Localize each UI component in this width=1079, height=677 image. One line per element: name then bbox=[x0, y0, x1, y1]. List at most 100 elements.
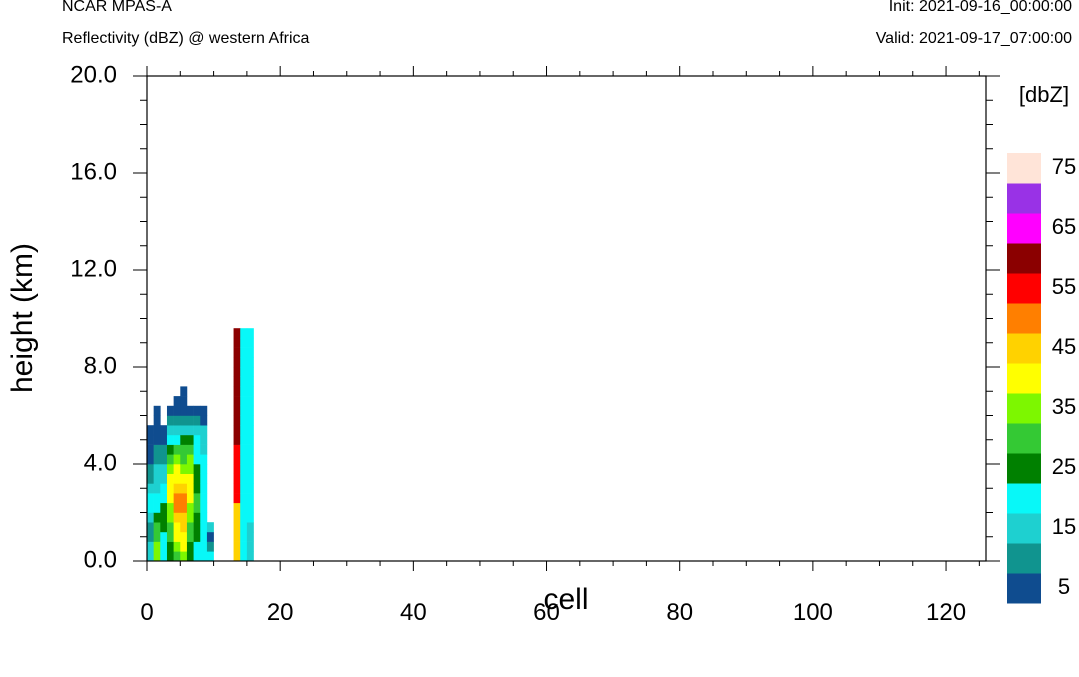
reflectivity-cell bbox=[160, 464, 168, 474]
reflectivity-cell bbox=[173, 415, 181, 426]
reflectivity-cell bbox=[193, 551, 201, 562]
reflectivity-cell bbox=[166, 444, 174, 455]
reflectivity-cell bbox=[246, 434, 254, 445]
colorbar-swatch bbox=[1007, 423, 1041, 454]
reflectivity-cell bbox=[240, 376, 248, 387]
reflectivity-cell bbox=[240, 347, 248, 358]
reflectivity-cell bbox=[147, 483, 154, 494]
reflectivity-cell bbox=[233, 464, 241, 474]
reflectivity-cell bbox=[160, 444, 168, 455]
reflectivity-cell bbox=[240, 328, 248, 339]
reflectivity-cell bbox=[246, 444, 254, 455]
reflectivity-cell bbox=[193, 405, 201, 416]
reflectivity-cell bbox=[153, 483, 161, 494]
reflectivity-cell bbox=[246, 376, 254, 387]
reflectivity-cell bbox=[186, 434, 194, 445]
reflectivity-cell bbox=[240, 454, 248, 465]
reflectivity-cell bbox=[166, 473, 174, 484]
colorbar bbox=[1007, 153, 1041, 604]
x-tick-label: 40 bbox=[400, 599, 427, 626]
reflectivity-cell bbox=[240, 425, 248, 436]
reflectivity-cell bbox=[246, 367, 254, 377]
reflectivity-cell bbox=[166, 464, 174, 474]
reflectivity-cell bbox=[147, 464, 154, 474]
reflectivity-cell bbox=[166, 454, 174, 465]
reflectivity-cell bbox=[147, 473, 154, 484]
reflectivity-cell bbox=[186, 444, 194, 455]
reflectivity-cell bbox=[186, 551, 194, 562]
colorbar-swatch bbox=[1007, 393, 1041, 424]
reflectivity-cell bbox=[166, 415, 174, 426]
reflectivity-cell bbox=[233, 415, 241, 426]
reflectivity-cell bbox=[193, 464, 201, 474]
reflectivity-cell bbox=[180, 415, 188, 426]
reflectivity-cell bbox=[206, 522, 214, 533]
reflectivity-cell bbox=[193, 454, 201, 465]
reflectivity-cell bbox=[186, 405, 194, 416]
reflectivity-cell bbox=[233, 522, 241, 533]
reflectivity-cell bbox=[240, 493, 248, 504]
reflectivity-cell bbox=[193, 512, 201, 523]
y-tick-label: 8.0 bbox=[84, 352, 117, 379]
reflectivity-cell bbox=[166, 425, 174, 436]
reflectivity-cell bbox=[173, 551, 181, 562]
reflectivity-cell bbox=[193, 522, 201, 533]
reflectivity-cell bbox=[180, 405, 188, 416]
colorbar-label: 15 bbox=[1052, 514, 1076, 539]
reflectivity-cell bbox=[160, 483, 168, 494]
reflectivity-cell bbox=[233, 357, 241, 368]
colorbar-swatch bbox=[1007, 453, 1041, 484]
reflectivity-cell bbox=[246, 386, 254, 397]
reflectivity-cell bbox=[193, 531, 201, 542]
reflectivity-cell bbox=[173, 464, 181, 474]
reflectivity-cell bbox=[233, 541, 241, 552]
reflectivity-cell bbox=[200, 425, 208, 436]
reflectivity-cell bbox=[186, 541, 194, 552]
reflectivity-cell bbox=[186, 464, 194, 474]
reflectivity-cell bbox=[153, 405, 161, 416]
reflectivity-cell bbox=[173, 502, 181, 513]
reflectivity-cell bbox=[186, 522, 194, 533]
reflectivity-cell bbox=[147, 454, 154, 465]
model-title: NCAR MPAS-A bbox=[62, 0, 172, 15]
x-tick-label: 0 bbox=[140, 599, 153, 626]
reflectivity-cell bbox=[153, 493, 161, 504]
reflectivity-cell bbox=[180, 425, 188, 436]
reflectivity-cell bbox=[193, 425, 201, 436]
x-tick-label: 120 bbox=[926, 599, 966, 626]
reflectivity-cell bbox=[166, 512, 174, 523]
reflectivity-cell bbox=[166, 531, 174, 542]
reflectivity-cell bbox=[240, 473, 248, 484]
reflectivity-cell bbox=[240, 357, 248, 368]
reflectivity-cell bbox=[166, 522, 174, 533]
reflectivity-cell bbox=[160, 434, 168, 445]
reflectivity-cell bbox=[173, 454, 181, 465]
reflectivity-cell bbox=[200, 444, 208, 455]
reflectivity-cell bbox=[200, 502, 208, 513]
reflectivity-cell bbox=[200, 493, 208, 504]
reflectivity-cell bbox=[240, 541, 248, 552]
reflectivity-cell bbox=[246, 541, 254, 552]
reflectivity-cell bbox=[240, 464, 248, 474]
reflectivity-cell bbox=[147, 502, 154, 513]
reflectivity-cell bbox=[246, 502, 254, 513]
reflectivity-cell bbox=[246, 425, 254, 436]
reflectivity-cell bbox=[246, 337, 254, 348]
reflectivity-cell bbox=[160, 493, 168, 504]
reflectivity-cell bbox=[240, 367, 248, 377]
reflectivity-cell bbox=[240, 415, 248, 426]
reflectivity-cell bbox=[246, 551, 254, 562]
reflectivity-cell bbox=[246, 483, 254, 494]
colorbar-label: 55 bbox=[1052, 274, 1076, 299]
reflectivity-cell bbox=[246, 522, 254, 533]
reflectivity-cell bbox=[180, 444, 188, 455]
reflectivity-cell bbox=[193, 483, 201, 494]
reflectivity-cell bbox=[173, 512, 181, 523]
reflectivity-cell bbox=[153, 454, 161, 465]
colorbar-units: [dbZ] bbox=[1019, 82, 1069, 107]
reflectivity-cell bbox=[246, 347, 254, 358]
reflectivity-cell bbox=[200, 434, 208, 445]
reflectivity-cell bbox=[240, 386, 248, 397]
x-tick-label: 60 bbox=[533, 599, 560, 626]
